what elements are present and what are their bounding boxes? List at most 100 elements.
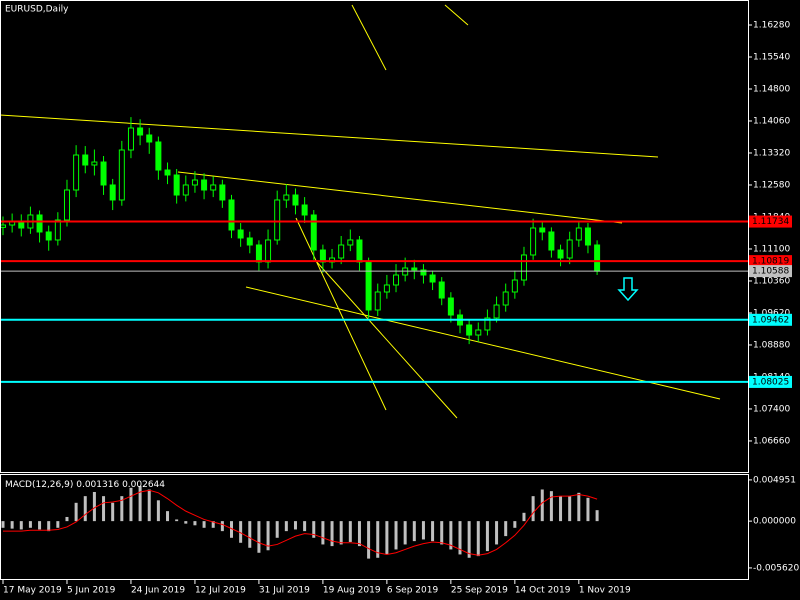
macd-bar bbox=[495, 521, 499, 545]
candle-body bbox=[274, 199, 281, 241]
macd-bar bbox=[504, 521, 508, 537]
candle-body bbox=[118, 149, 125, 201]
candle-body bbox=[201, 179, 208, 191]
candle-body bbox=[539, 227, 546, 233]
candle-body bbox=[109, 184, 116, 201]
macd-bar bbox=[138, 486, 142, 522]
x-tick-label: 24 Jun 2019 bbox=[131, 586, 185, 596]
candle-body bbox=[255, 244, 262, 263]
candle-body bbox=[100, 161, 107, 186]
macd-bar bbox=[193, 521, 197, 526]
candle-body bbox=[393, 274, 400, 286]
macd-bar bbox=[156, 500, 160, 522]
macd-bar bbox=[531, 496, 535, 522]
macd-bar bbox=[38, 521, 42, 530]
level-label: 1.09462 bbox=[752, 315, 789, 325]
macd-bar bbox=[421, 521, 425, 540]
macd-bar bbox=[568, 496, 572, 522]
macd-value: 0.001316 bbox=[76, 480, 119, 490]
macd-bar bbox=[394, 521, 398, 550]
y-tick-label: 0.000000 bbox=[753, 517, 796, 527]
macd-bar bbox=[522, 512, 526, 522]
trend-line bbox=[444, 4, 469, 26]
macd-bar bbox=[321, 521, 325, 545]
candle-body bbox=[347, 239, 354, 246]
y-tick-label: 1.15540 bbox=[753, 52, 790, 62]
x-tick-label: 19 Aug 2019 bbox=[323, 586, 381, 596]
macd-bar bbox=[467, 521, 471, 558]
macd-bar bbox=[239, 521, 243, 543]
macd-bar bbox=[440, 521, 444, 545]
candle-body bbox=[594, 244, 601, 272]
candle-body bbox=[411, 267, 418, 271]
macd-bar bbox=[19, 521, 23, 530]
candle-body bbox=[475, 329, 482, 336]
candle-body bbox=[429, 274, 436, 283]
macd-bar bbox=[513, 521, 517, 528]
macd-bar bbox=[147, 489, 151, 522]
candle-body bbox=[146, 134, 153, 143]
x-tick-label: 17 May 2019 bbox=[3, 586, 62, 596]
y-tick-label: 1.09620 bbox=[753, 308, 790, 318]
macd-bar bbox=[312, 521, 316, 538]
level-label: 1.08025 bbox=[752, 377, 789, 387]
candle-body bbox=[310, 214, 317, 251]
macd-bar bbox=[586, 497, 590, 522]
candle-body bbox=[292, 194, 299, 206]
candle-body bbox=[374, 291, 381, 311]
x-tick-label: 31 Jul 2019 bbox=[259, 586, 310, 596]
macd-bar bbox=[175, 519, 179, 522]
macd-bar bbox=[102, 496, 106, 522]
macd-bar bbox=[257, 521, 261, 553]
y-tick-label: 1.07400 bbox=[753, 404, 790, 414]
macd-bar bbox=[230, 521, 233, 538]
sell-arrow bbox=[617, 277, 639, 302]
macd-bar bbox=[449, 521, 453, 550]
candle-body bbox=[237, 229, 244, 239]
candle-body bbox=[447, 297, 454, 316]
candle-body bbox=[191, 179, 198, 186]
macd-bar bbox=[367, 521, 371, 559]
macd-bar bbox=[202, 521, 206, 528]
macd-bar bbox=[65, 516, 69, 522]
candle-body bbox=[356, 239, 363, 263]
candle-body bbox=[265, 239, 272, 263]
candle-body bbox=[383, 284, 390, 293]
x-tick-label: 12 Jul 2019 bbox=[195, 586, 246, 596]
macd-bar bbox=[129, 487, 133, 522]
macd-bar bbox=[339, 521, 343, 545]
macd-bar bbox=[248, 521, 252, 548]
macd-bar bbox=[10, 521, 14, 529]
x-tick-label: 14 Oct 2019 bbox=[515, 586, 571, 596]
macd-bar bbox=[540, 489, 544, 522]
candle-body bbox=[584, 227, 591, 246]
macd-bar bbox=[28, 521, 32, 528]
signal-line bbox=[3, 489, 598, 556]
macd-bar bbox=[403, 521, 407, 545]
macd-bar bbox=[595, 510, 599, 522]
x-tick-label: 25 Sep 2019 bbox=[451, 586, 508, 596]
y-tick-label: 1.10360 bbox=[753, 276, 790, 286]
macd-bar bbox=[56, 521, 60, 528]
candle-body bbox=[301, 204, 308, 216]
candle-body bbox=[511, 279, 518, 293]
macd-bar bbox=[47, 521, 51, 532]
candle-body bbox=[210, 184, 217, 191]
macd-bar bbox=[330, 521, 334, 547]
macd-bar bbox=[92, 491, 96, 522]
level-label: 1.10588 bbox=[752, 267, 789, 277]
candle-body bbox=[182, 184, 189, 196]
candle-body bbox=[0, 224, 6, 228]
y-tick-label: 0.004951 bbox=[753, 475, 796, 485]
level-label: 1.10819 bbox=[752, 257, 789, 267]
candle-body bbox=[566, 239, 573, 259]
candle-body bbox=[54, 219, 61, 241]
macd-bar bbox=[348, 521, 352, 542]
y-tick-label: 1.16280 bbox=[753, 20, 790, 30]
candle-body bbox=[438, 281, 445, 299]
y-tick-label: 1.06660 bbox=[753, 436, 790, 446]
candle-body bbox=[575, 227, 582, 241]
macd-panel-frame bbox=[0, 474, 749, 580]
candle-body bbox=[228, 199, 235, 231]
